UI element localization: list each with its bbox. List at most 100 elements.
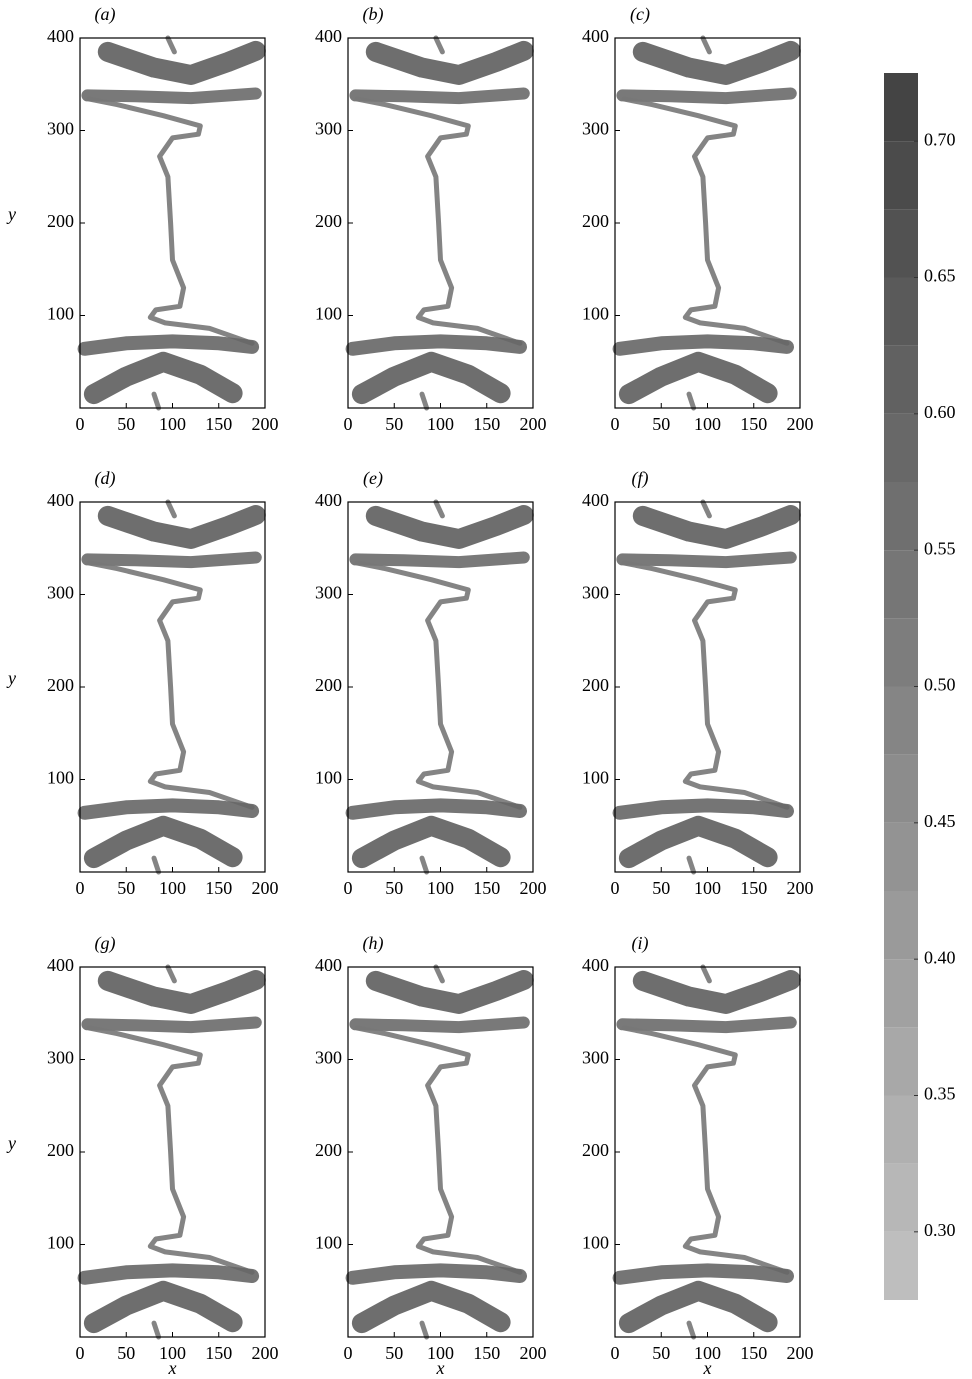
y-tick-label: 300 [315, 119, 342, 139]
field-structure [621, 96, 790, 346]
field-structure [151, 391, 162, 411]
field-structure [612, 334, 794, 356]
x-tick-label: 50 [117, 1343, 135, 1363]
x-tick-label: 150 [473, 1343, 500, 1363]
field-structure [616, 87, 797, 105]
x-tick-label: 0 [344, 1343, 353, 1363]
x-tick-label: 150 [473, 878, 500, 898]
field-structure [151, 855, 162, 875]
y-tick-label: 400 [47, 955, 74, 975]
colorbar-tick-label: 0.65 [924, 266, 956, 286]
x-tick-label: 50 [117, 414, 135, 434]
field-structure [83, 351, 243, 405]
field-structure [349, 1016, 530, 1034]
field-structure [365, 970, 534, 1014]
x-tick-label: 0 [611, 878, 620, 898]
x-tick-label: 150 [205, 878, 232, 898]
x-tick-label: 50 [652, 414, 670, 434]
x-tick-label: 100 [694, 878, 721, 898]
field-structure [351, 351, 511, 405]
x-tick-label: 150 [205, 1343, 232, 1363]
x-tick-label: 200 [787, 1343, 814, 1363]
x-tick-label: 0 [76, 1343, 85, 1363]
color-band [884, 141, 918, 210]
color-band [884, 1095, 918, 1164]
y-tick-label: 200 [315, 211, 342, 231]
field-structure [83, 1280, 243, 1334]
color-band [884, 686, 918, 755]
x-tick-label: 100 [427, 1343, 454, 1363]
x-tick-label: 0 [344, 878, 353, 898]
field-structure [419, 855, 430, 875]
field-structure [83, 815, 243, 869]
x-tick-label: 150 [740, 1343, 767, 1363]
x-tick-label: 100 [159, 878, 186, 898]
color-band [884, 754, 918, 823]
field-structure [345, 798, 527, 820]
field-structure [433, 499, 445, 519]
x-tick-label: 50 [385, 878, 403, 898]
field-structure [86, 1025, 255, 1275]
y-tick-label: 100 [582, 768, 609, 788]
y-tick-label: 200 [315, 1140, 342, 1160]
field-structure [349, 551, 530, 569]
color-band [884, 413, 918, 482]
x-tick-label: 0 [344, 414, 353, 434]
x-tick-label: 50 [385, 1343, 403, 1363]
x-tick-label: 100 [427, 878, 454, 898]
color-band [884, 73, 918, 142]
panel-title: (d) [95, 468, 116, 489]
field-structure [351, 1280, 511, 1334]
field-structure [612, 798, 794, 820]
x-tick-label: 200 [520, 414, 547, 434]
panel-title: (f) [632, 468, 649, 489]
x-tick-label: 100 [159, 414, 186, 434]
field-structure [419, 1320, 430, 1340]
field-structure [700, 35, 712, 55]
y-tick-label: 200 [582, 1140, 609, 1160]
colorbar-tick-label: 0.35 [924, 1084, 956, 1104]
y-tick-label: 100 [47, 304, 74, 324]
y-tick-label: 100 [582, 304, 609, 324]
field-structure [151, 1320, 162, 1340]
x-tick-label: 150 [740, 878, 767, 898]
x-tick-label: 0 [611, 414, 620, 434]
color-band [884, 277, 918, 346]
y-tick-label: 100 [47, 768, 74, 788]
x-axis-label: x [703, 1358, 712, 1378]
field-structure [81, 1016, 262, 1034]
field-structure [632, 970, 801, 1014]
field-structure [349, 87, 530, 105]
y-axis-label: y [6, 204, 16, 224]
y-tick-label: 200 [582, 211, 609, 231]
y-tick-label: 400 [47, 26, 74, 46]
field-structure [165, 499, 177, 519]
colorbar-tick-label: 0.45 [924, 811, 956, 831]
colorbar-tick-label: 0.50 [924, 675, 956, 695]
field-structure [612, 1263, 794, 1285]
y-tick-label: 300 [582, 1048, 609, 1068]
field-structure [686, 1320, 697, 1340]
x-tick-label: 200 [520, 878, 547, 898]
panel-title: (a) [95, 4, 116, 25]
field-structure [77, 334, 260, 356]
color-band [884, 1231, 918, 1300]
panel-title: (c) [630, 4, 650, 25]
x-tick-label: 100 [159, 1343, 186, 1363]
field-structure [345, 334, 527, 356]
field-structure [365, 40, 534, 85]
panel-title: (b) [363, 4, 384, 25]
colorbar-tick-label: 0.70 [924, 129, 956, 149]
y-tick-label: 100 [315, 1233, 342, 1253]
field-structure [686, 391, 697, 411]
x-axis-label: x [436, 1358, 445, 1378]
field-structure [354, 96, 523, 346]
color-band [884, 345, 918, 414]
y-tick-label: 400 [315, 26, 342, 46]
field-structure [165, 35, 177, 55]
y-tick-label: 300 [315, 583, 342, 603]
y-tick-label: 400 [582, 26, 609, 46]
color-band [884, 959, 918, 1028]
field-structure [86, 560, 255, 810]
